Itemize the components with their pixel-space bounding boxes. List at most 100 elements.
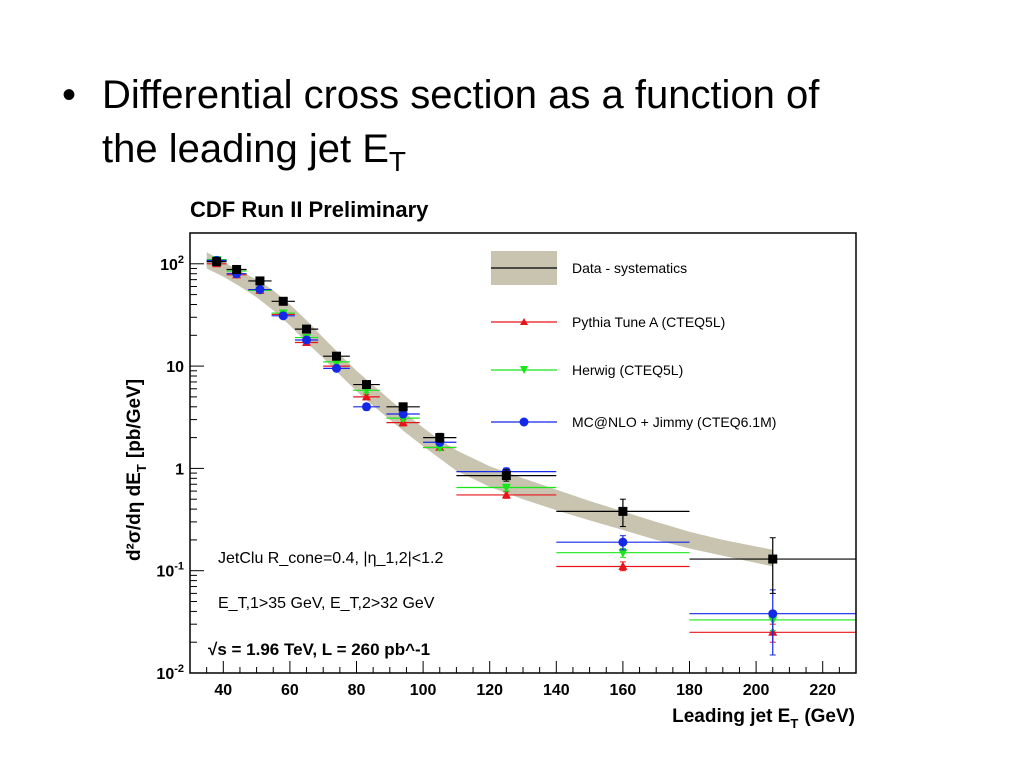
point-data-10 (556, 498, 690, 528)
point-data-11 (689, 537, 856, 594)
x-tick-label-80: 80 (348, 682, 366, 699)
marker-mcnlo-7 (398, 409, 408, 419)
x-tick-label-100: 100 (410, 682, 437, 699)
x-tick-label-140: 140 (543, 682, 570, 699)
marker-data-8 (435, 433, 445, 443)
series-data (206, 257, 856, 594)
point-mcnlo-4 (294, 335, 319, 345)
marker-pythia-9 (501, 489, 511, 499)
bullet-line-1: Differential cross section as a function… (102, 73, 820, 117)
marker-herwig-9 (501, 484, 511, 493)
marker-mcnlo-10 (618, 537, 628, 547)
marker-data-1 (232, 264, 242, 274)
legend-entry-data: Data - systematics (491, 251, 687, 285)
y-tick-label-3: 10 (166, 359, 184, 376)
y-tick-label-4: 102 (160, 254, 184, 274)
point-mcnlo-10 (556, 535, 690, 551)
marker-herwig-10 (618, 549, 628, 558)
x-tick-label-120: 120 (476, 682, 503, 699)
point-herwig-9 (456, 483, 557, 493)
marker-data-5 (332, 351, 342, 361)
annotation-energy-lumi: √s = 1.96 TeV, L = 260 pb^-1 (208, 640, 430, 659)
marker-mcnlo-6 (361, 402, 371, 412)
y-axis-label: d²σ/dη dE (124, 472, 145, 561)
x-tick-label-160: 160 (610, 682, 637, 699)
marker-pythia-10 (618, 561, 628, 570)
legend: Data - systematics Pythia Tune A (CTEQ5L… (491, 251, 776, 430)
point-data-5 (323, 351, 350, 361)
marker-data-0 (212, 257, 222, 267)
y-tick-label-2: 1 (175, 461, 184, 478)
x-tick-label-220: 220 (809, 682, 836, 699)
marker-mcnlo-4 (302, 335, 312, 345)
marker-data-2 (255, 276, 265, 286)
point-mcnlo-6 (353, 402, 380, 412)
y-tick-label-0: 10-2 (156, 663, 184, 683)
legend-label-herwig: Herwig (CTEQ5L) (572, 362, 683, 378)
point-data-0 (206, 257, 227, 267)
annotation-energy-lumi-text: √s = 1.96 TeV, L = 260 pb^-1 (208, 640, 430, 659)
svg-text:d²σ/dη dET[pb/GeV]: d²σ/dη dET [pb/GeV] (124, 379, 149, 561)
legend-entry-mcnlo: MC@NLO + Jimmy (CTEQ6.1M) (491, 414, 776, 430)
y-tick-label-1: 10-1 (156, 561, 184, 581)
marker-data-7 (398, 402, 408, 412)
point-data-7 (386, 402, 420, 412)
legend-marker-herwig (520, 366, 528, 374)
marker-mcnlo-3 (278, 311, 288, 321)
legend-entry-pythia: Pythia Tune A (CTEQ5L) (491, 314, 725, 330)
chart-title: CDF Run II Preliminary (190, 197, 429, 222)
x-axis-label: Leading jet E (672, 706, 790, 727)
series-layer (206, 255, 856, 656)
point-data-2 (248, 276, 272, 286)
point-data-8 (423, 432, 457, 443)
marker-data-6 (361, 380, 371, 390)
x-tick-label-180: 180 (676, 682, 703, 699)
marker-mcnlo-2 (255, 285, 265, 295)
annotation-et-cuts-text: E_T,1>35 GeV, E_T,2>32 GeV (218, 595, 435, 612)
svg-text:Leading jet ET(GeV): Leading jet ET (GeV) (672, 706, 855, 731)
point-mcnlo-7 (386, 409, 420, 419)
legend-marker-mcnlo (519, 417, 529, 427)
point-data-6 (353, 380, 380, 390)
point-data-3 (271, 296, 295, 306)
marker-data-3 (278, 296, 288, 306)
legend-entry-herwig: Herwig (CTEQ5L) (491, 362, 683, 378)
x-tick-label-40: 40 (214, 682, 232, 699)
point-mcnlo-2 (248, 285, 272, 295)
bullet-line-2-text: the leading jet E (102, 127, 389, 171)
marker-data-9 (501, 471, 511, 481)
point-mcnlo-3 (271, 311, 295, 321)
marker-data-10 (618, 506, 628, 516)
marker-mcnlo-5 (332, 363, 342, 373)
y-axis-label-subscript: T (134, 464, 149, 472)
point-pythia-9 (456, 489, 557, 499)
marker-mcnlo-11 (768, 609, 778, 619)
y-axis-title: d²σ/dη dET [pb/GeV] (124, 379, 149, 561)
bullet-line-2-subscript: T (388, 146, 406, 177)
legend-label-data: Data - systematics (572, 260, 687, 276)
bullet-dot: • (62, 73, 77, 117)
bullet-line-2: the leading jet ET (102, 127, 406, 177)
marker-pythia-6 (361, 391, 371, 401)
x-axis-label-subscript: T (790, 716, 798, 731)
legend-label-pythia: Pythia Tune A (CTEQ5L) (572, 314, 725, 330)
x-tick-label-60: 60 (281, 682, 299, 699)
x-axis-unit: (GeV) (804, 706, 855, 727)
annotation-jet-algo-text: JetClu R_cone=0.4, |η_1,2|<1.2 (218, 550, 443, 567)
y-axis-unit: [pb/GeV] (124, 379, 145, 458)
point-pythia-10 (556, 561, 690, 572)
annotation-et-cuts: E_T,1>35 GeV, E_T,2>32 GeV (218, 595, 435, 612)
annotation-jet-algo: JetClu R_cone=0.4, |η_1,2|<1.2 (218, 550, 443, 567)
point-data-1 (226, 264, 247, 274)
bullet-text: Differential cross section as a function… (102, 68, 962, 189)
x-axis-title: Leading jet ET (GeV) (672, 706, 855, 731)
legend-label-mcnlo: MC@NLO + Jimmy (CTEQ6.1M) (572, 414, 776, 430)
plot-frame (189, 232, 857, 674)
marker-data-11 (768, 554, 778, 564)
point-data-9 (456, 469, 557, 482)
marker-data-4 (302, 324, 312, 334)
x-tick-label-200: 200 (743, 682, 770, 699)
legend-marker-pythia (520, 318, 528, 325)
plot-area (190, 233, 856, 673)
